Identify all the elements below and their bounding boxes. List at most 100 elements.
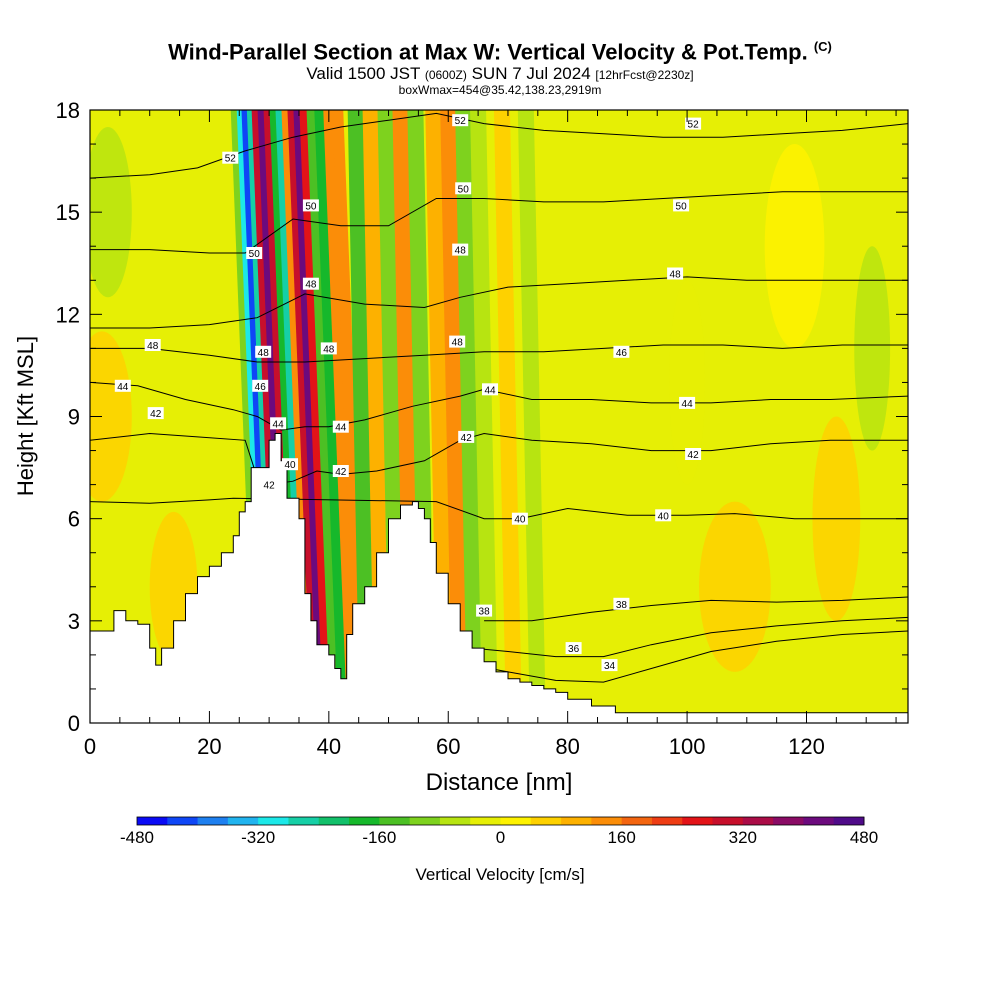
terrain	[90, 433, 908, 723]
colorbar-frame	[136, 816, 865, 826]
contour-label-bg	[685, 448, 702, 460]
contour-label-text: 44	[117, 382, 129, 393]
contour-label: 36	[565, 642, 582, 655]
contour-label: 44	[332, 420, 349, 434]
contour-label-text: 46	[616, 348, 628, 359]
contour-label-text: 44	[484, 385, 496, 396]
contour-label-text: 44	[273, 419, 285, 430]
chart-title-text: Wind-Parallel Section at Max W: Vertical…	[168, 39, 808, 65]
colorbar-swatch	[742, 817, 774, 825]
colorbar-tick-label: 480	[850, 828, 878, 847]
colorbar-swatch	[833, 817, 865, 825]
colorbar-tick-label: 0	[496, 828, 505, 847]
colorbar-swatch	[500, 817, 532, 825]
velocity-column	[517, 110, 546, 723]
contour-label-bg	[511, 512, 528, 525]
velocity-column	[455, 110, 484, 723]
x-tick-label: 100	[669, 734, 706, 759]
contour-label-text: 42	[688, 450, 700, 461]
theta-contour	[472, 616, 908, 658]
contour-label-text: 44	[682, 399, 694, 410]
field-patch	[699, 501, 771, 672]
field-patch	[764, 144, 825, 349]
chart-title-block: Wind-Parallel Section at Max W: Vertical…	[0, 34, 1000, 96]
y-tick-label: 0	[68, 711, 80, 736]
field-patch	[90, 331, 132, 502]
velocity-column	[440, 110, 469, 723]
contour-label: 38	[613, 597, 630, 611]
contour-label: 44	[679, 396, 696, 410]
contour-label: 42	[685, 448, 702, 461]
contour-label-text: 48	[323, 344, 335, 355]
contour-label: 40	[655, 509, 672, 522]
colorbar-swatch	[773, 817, 804, 825]
contour-label: 44	[482, 383, 498, 396]
contour-label-text: 48	[452, 338, 464, 349]
contour-label-text: 46	[255, 382, 267, 393]
x-axis-label: Distance [nm]	[426, 769, 573, 796]
subtitle-forecast: [12hrFcst@2230z]	[595, 68, 694, 83]
chart-subtitle-2: boxWmax=454@35.42,138.23,2919m	[398, 83, 602, 98]
x-tick-label: 80	[555, 734, 579, 759]
contour-label-bg	[282, 458, 298, 471]
contour-label-bg	[458, 430, 475, 443]
contour-label: 44	[270, 417, 287, 430]
y-axis-label: Height [Kft MSL]	[13, 336, 38, 496]
colorbar-swatch	[803, 817, 835, 825]
contour-label-text: 40	[658, 511, 670, 522]
colorbar-swatch	[591, 817, 623, 825]
subtitle-valid: Valid 1500 JST	[306, 64, 421, 84]
velocity-column	[323, 110, 359, 723]
chart-title-mark: (C)	[813, 39, 832, 54]
contour-label: 40	[511, 512, 528, 526]
velocity-column	[314, 110, 350, 723]
contour-label-bg	[482, 383, 498, 396]
colorbar-swatch	[318, 817, 350, 825]
contour-label-bg	[332, 420, 349, 433]
contour-label-bg	[455, 182, 472, 195]
velocity-column	[347, 110, 376, 723]
y-tick-label: 18	[56, 98, 80, 123]
contour-label: 48	[452, 243, 469, 257]
contour-label: 48	[302, 277, 319, 291]
x-axis: 0 20 40 60 80 100 120	[84, 110, 897, 759]
colorbar-swatch	[349, 817, 380, 825]
contour-label: 42	[332, 465, 349, 478]
x-tick-label: 0	[84, 734, 96, 759]
colorbar-swatch	[651, 817, 683, 825]
contour-label-bg	[320, 342, 337, 355]
contour-label-bg	[147, 407, 164, 420]
contour-label-bg	[655, 509, 672, 522]
colorbar-swatch	[137, 817, 168, 825]
colorbar-swatch	[379, 817, 411, 825]
colorbar-swatch	[682, 817, 714, 825]
colorbar-swatch	[227, 817, 259, 825]
contour-label: 40	[282, 458, 298, 471]
contour-label-bg	[246, 247, 263, 259]
contour-label: 42	[458, 430, 475, 444]
contour-label: 44	[114, 379, 131, 393]
contour-label-bg	[452, 114, 469, 127]
theta-contour	[484, 596, 908, 622]
contour-label-bg	[302, 199, 319, 212]
contour-label-text: 50	[249, 249, 261, 260]
field-patch	[90, 127, 132, 298]
theta-contour	[90, 344, 908, 363]
contour-label: 42	[261, 478, 278, 492]
colorbar-swatch	[167, 817, 199, 825]
contour-label-text: 50	[458, 184, 470, 195]
contour-label-text: 36	[568, 644, 580, 655]
contour-label: 34	[601, 659, 618, 672]
contour-label-bg	[667, 267, 684, 280]
contour-label-bg	[144, 339, 161, 351]
y-tick-label: 15	[56, 200, 80, 225]
colorbar-swatch	[470, 817, 501, 825]
contour-label-text: 48	[305, 280, 317, 291]
contour-label-text: 52	[688, 120, 700, 131]
contour-label: 46	[613, 345, 630, 359]
contour-label: 52	[685, 117, 702, 131]
theta-contour	[90, 381, 908, 431]
contour-label-bg	[222, 151, 239, 164]
y-tick-label: 3	[68, 609, 80, 634]
contour-label-text: 44	[335, 423, 347, 434]
